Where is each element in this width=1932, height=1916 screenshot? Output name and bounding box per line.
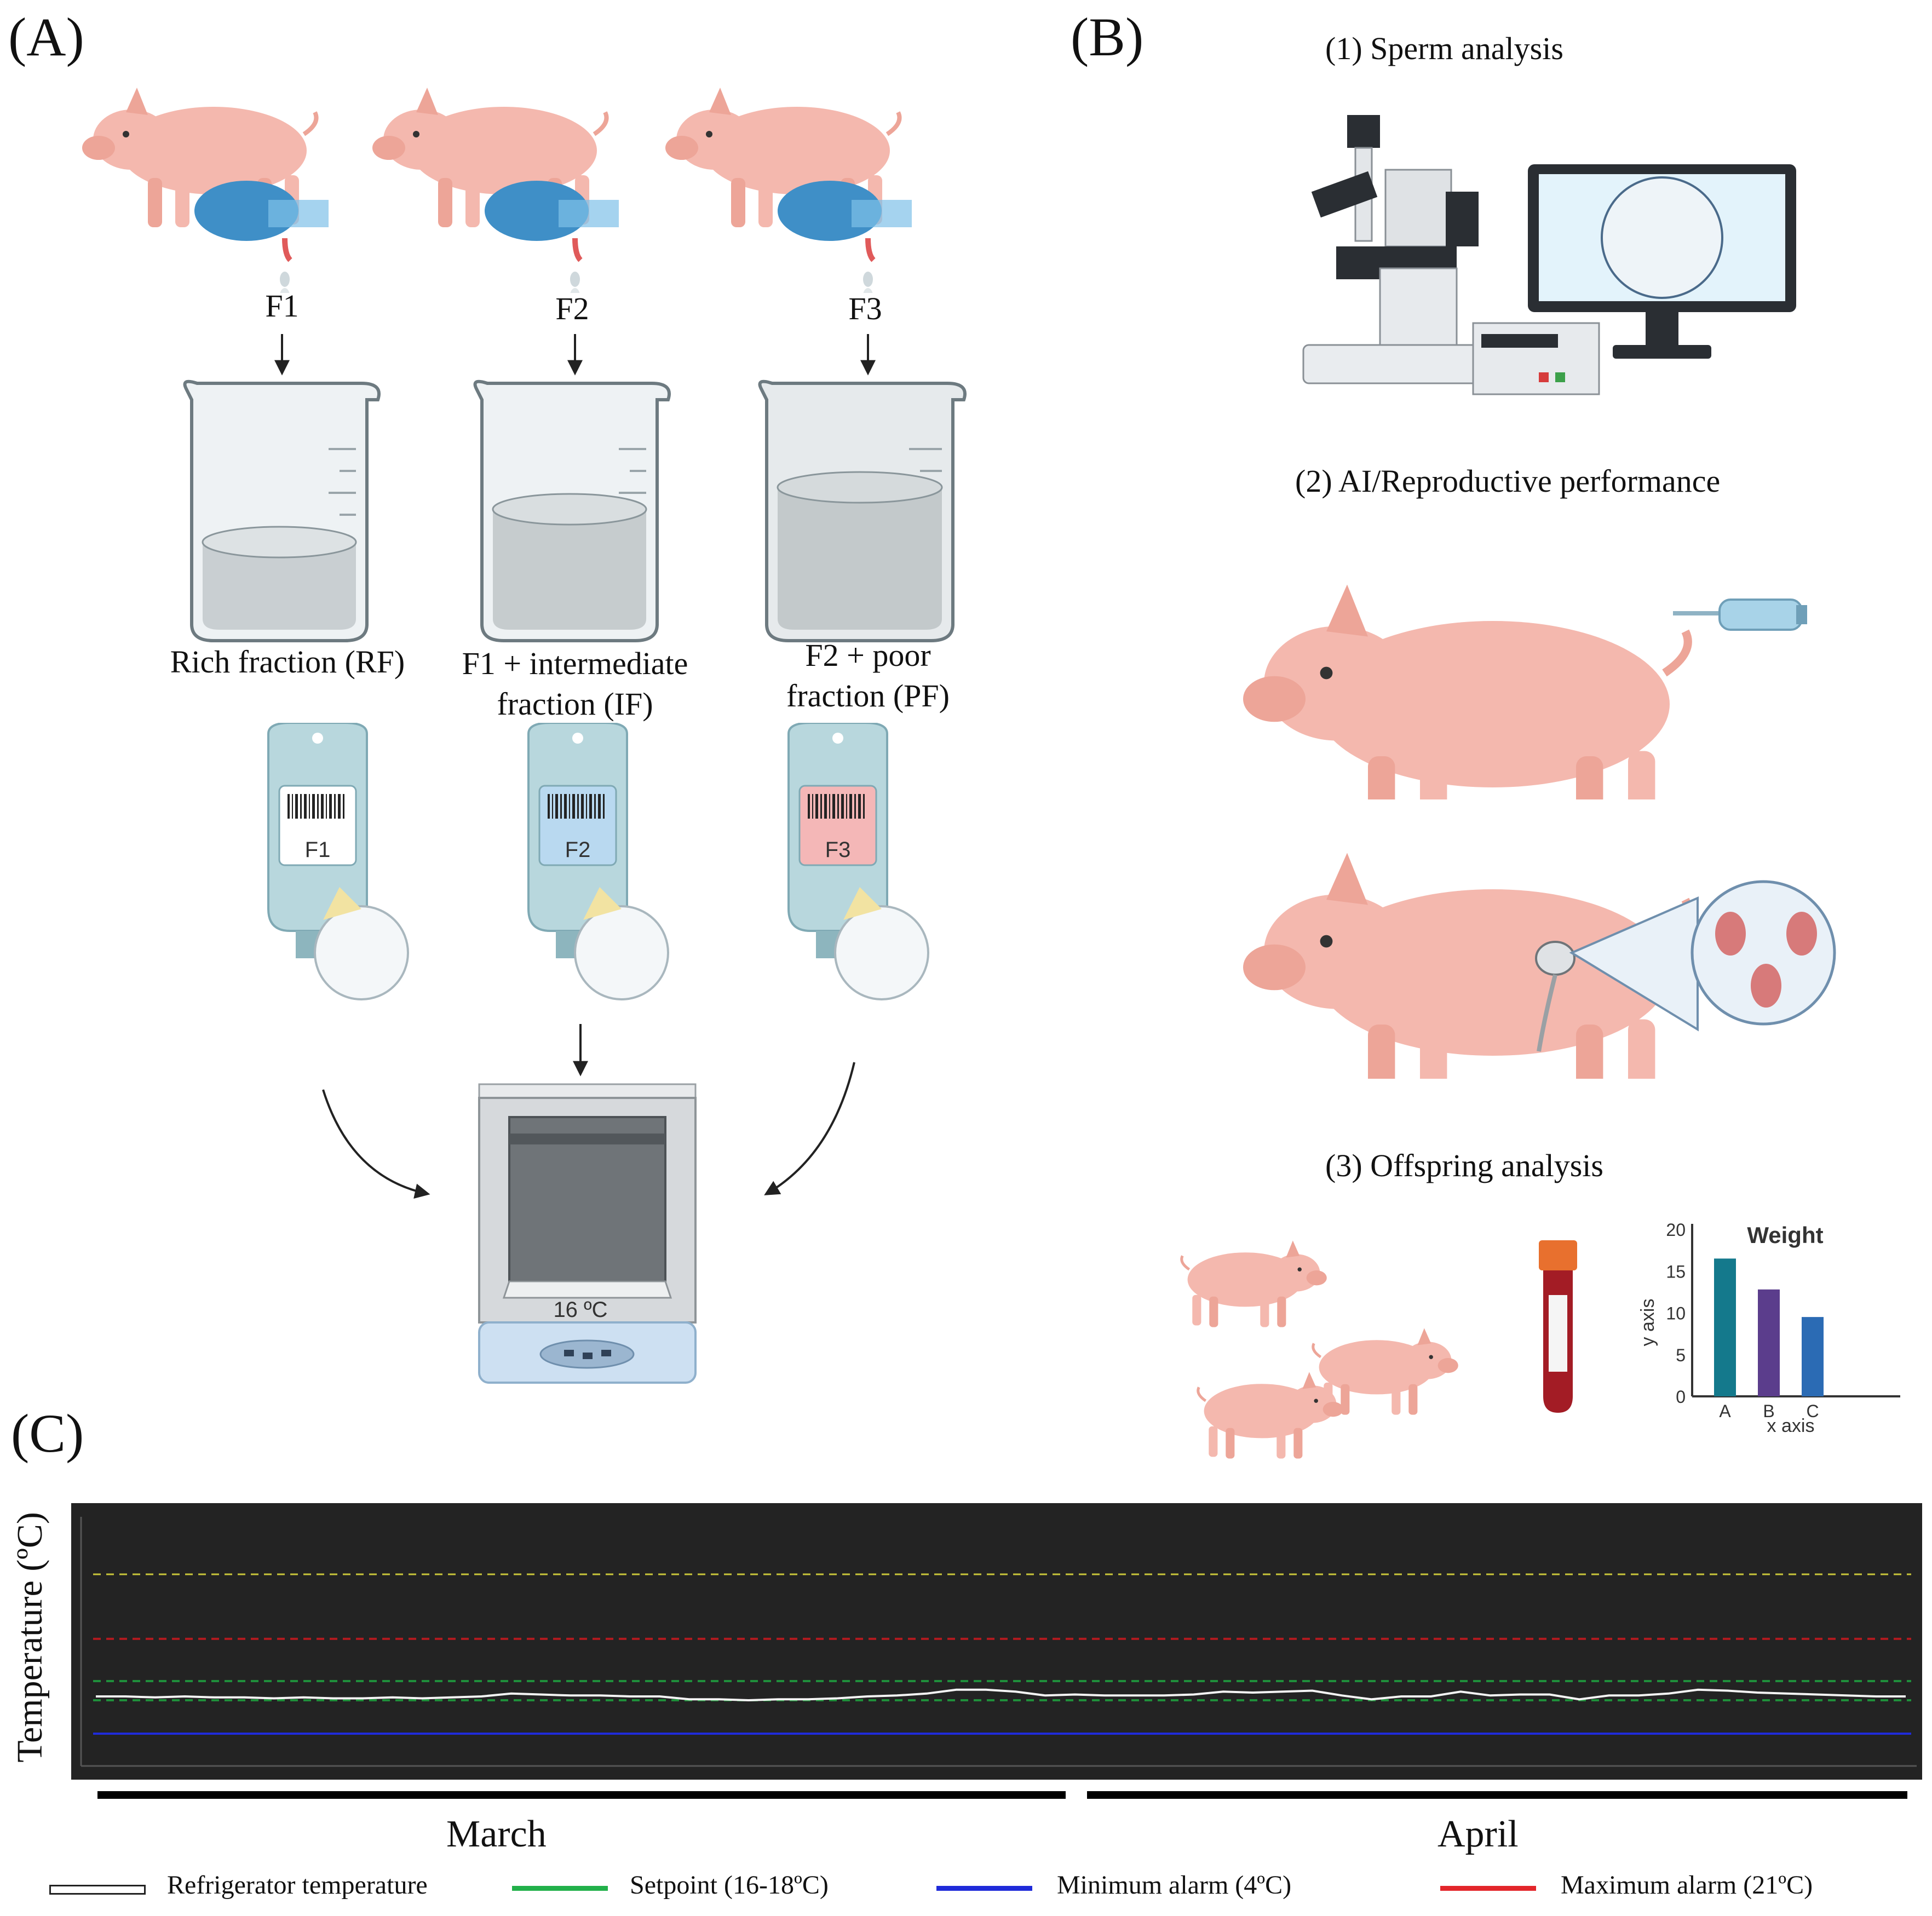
legend-swatch-maximum — [1440, 1886, 1536, 1891]
chart-background — [71, 1503, 1922, 1780]
piglet-icon-3 — [1198, 1372, 1343, 1459]
legend-swatch-refrigerator — [49, 1885, 146, 1895]
boar-icon-3 — [665, 88, 912, 293]
mini-chart-ytick: 15 — [1666, 1262, 1686, 1281]
semen-bags-illustration: F1 F2 F3 — [267, 723, 929, 1000]
fraction-label-pf: F2 + poor fraction (PF) — [786, 637, 950, 714]
mini-chart-xtick: C — [1806, 1401, 1819, 1421]
month-label-march: March — [446, 1813, 547, 1855]
insemination-illustration — [1232, 548, 1807, 799]
bag-label-f3: F3 — [825, 838, 851, 862]
fraction-id-3: F3 — [848, 291, 882, 326]
mini-chart-xtick: A — [1719, 1401, 1731, 1421]
sperm-analysis-title: (1) Sperm analysis — [1325, 31, 1563, 66]
refrigerator-illustration: 16 ºC — [478, 1083, 697, 1384]
fraction-id-1: F1 — [265, 288, 299, 324]
panel-label-a: (A) — [8, 7, 84, 67]
beaker-if — [473, 379, 671, 642]
beakers-illustration — [183, 334, 967, 642]
fraction-label-rf: Rich fraction (RF) — [170, 644, 405, 680]
temperature-chart — [71, 1503, 1922, 1780]
fraction-id-2: F2 — [555, 291, 589, 326]
ultrasound-probe-icon — [1535, 941, 1576, 1052]
piglet-icon-1 — [1182, 1241, 1327, 1327]
legend-swatch-setpoint — [512, 1886, 608, 1891]
legend-label-minimum: Minimum alarm (4ºC) — [1057, 1871, 1292, 1900]
semen-bag-f3 — [787, 723, 929, 1000]
beaker-rf — [183, 379, 381, 642]
legend-label-setpoint: Setpoint (16-18ºC) — [630, 1871, 829, 1900]
offspring-illustration — [1166, 1221, 1577, 1484]
analyzer-box-icon — [1472, 322, 1600, 395]
semen-bag-f1 — [267, 723, 409, 1000]
mini-chart-ytick: 10 — [1666, 1304, 1686, 1324]
refrigerator-temperature-line — [96, 1688, 1906, 1702]
legend-label-refrigerator: Refrigerator temperature — [167, 1871, 428, 1900]
mini-chart-ytick: 5 — [1676, 1345, 1686, 1365]
bag-label-f2: F2 — [565, 838, 591, 862]
offspring-analysis-title: (3) Offspring analysis — [1325, 1148, 1603, 1183]
storage-arrows — [322, 1024, 855, 1199]
semen-bag-f2 — [527, 723, 669, 1000]
mini-chart-bar-b — [1758, 1289, 1780, 1396]
ai-performance-title: (2) AI/Reproductive performance — [1295, 463, 1721, 499]
mini-chart-ytick: 0 — [1676, 1387, 1686, 1407]
weight-bar-chart: Weight y axis x axis 0 5 10 15 20 A B C — [1637, 1220, 1900, 1436]
storage-temperature-label: 16 ºC — [553, 1298, 607, 1322]
march-bar — [97, 1791, 1066, 1799]
boar-icon-1 — [82, 88, 329, 293]
mini-chart-bar-a — [1714, 1258, 1736, 1396]
bag-label-f1: F1 — [305, 838, 331, 862]
month-label-april: April — [1438, 1813, 1519, 1855]
panel-label-b: (B) — [1071, 7, 1144, 67]
april-bar — [1087, 1791, 1907, 1799]
ultrasound-illustration — [1232, 816, 1836, 1079]
panel-label-c: (C) — [11, 1403, 84, 1464]
mini-chart-title: Weight — [1747, 1222, 1823, 1248]
legend-label-maximum: Maximum alarm (21ºC) — [1561, 1871, 1813, 1900]
mini-chart-bar-c — [1802, 1317, 1824, 1396]
beaker-pf — [758, 379, 967, 642]
mini-chart-ylabel: y axis — [1637, 1299, 1658, 1347]
sperm-analysis-equipment — [1302, 115, 1796, 395]
fraction-label-if: F1 + intermediate fraction (IF) — [462, 646, 688, 722]
boars-collection-illustration — [77, 63, 912, 293]
mini-chart-xlabel: x axis — [1767, 1416, 1815, 1436]
monitor-icon — [1528, 164, 1796, 359]
catheter-icon — [1673, 599, 1807, 631]
legend-swatch-minimum — [936, 1886, 1032, 1891]
mini-chart-ytick: 20 — [1666, 1220, 1686, 1240]
mini-chart-xtick: B — [1763, 1401, 1774, 1421]
boar-icon-2 — [372, 88, 619, 293]
microscope-icon — [1302, 115, 1485, 384]
blood-tube-icon — [1539, 1240, 1577, 1413]
temperature-axis-label: Temperature (ºC) — [10, 1512, 50, 1763]
